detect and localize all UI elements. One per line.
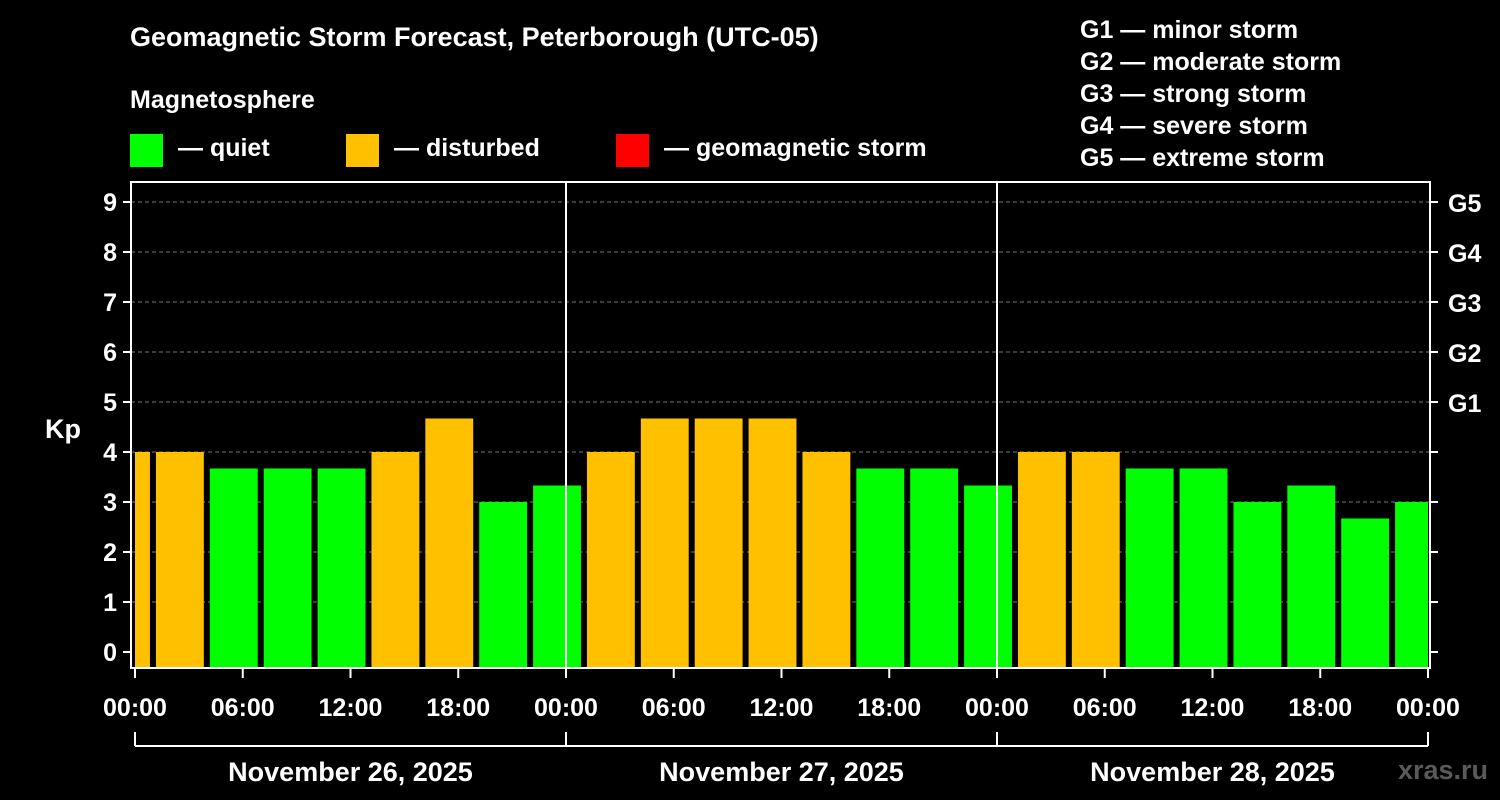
kp-bar-2 (209, 468, 258, 668)
y-tick-label-8: 8 (103, 239, 117, 267)
x-tick-label-0: 00:00 (103, 694, 167, 722)
date-label-1: November 27, 2025 (659, 757, 904, 787)
x-tick-label-10: 12:00 (1181, 694, 1245, 722)
kp-bar-4 (317, 468, 366, 668)
legend-label-quiet: — quiet (178, 134, 270, 162)
kp-bar-8 (533, 485, 581, 668)
legend-label-storm: — geomagnetic storm (664, 134, 927, 162)
legend-swatch-quiet (130, 134, 163, 167)
kp-bar-1 (155, 452, 204, 668)
y-tick-label-4: 4 (103, 439, 117, 467)
storm-scale-g2: G2 — moderate storm (1080, 48, 1342, 76)
x-tick-label-4: 00:00 (534, 694, 598, 722)
legend-swatch-disturbed (346, 134, 379, 167)
kp-bar-16 (964, 485, 1012, 668)
y-tick-label-3: 3 (103, 489, 117, 517)
kp-bar-10 (640, 418, 689, 668)
kp-bar-22 (1287, 485, 1336, 668)
x-tick-label-1: 06:00 (211, 694, 275, 722)
storm-scale-g5: G5 — extreme storm (1080, 144, 1325, 172)
x-tick-label-7: 18:00 (857, 694, 921, 722)
kp-bar-12 (748, 418, 797, 668)
y-tick-label-5: 5 (103, 389, 117, 417)
legend-label-disturbed: — disturbed (394, 134, 540, 162)
axis-layer: 0 1 2 3 4 5 6 7 8 9 G1 G2 G3 G4 G5 00:00 06:00 12:00 18:00… (103, 181, 1481, 787)
y-tick-label-7: 7 (103, 289, 117, 317)
g-label-g5: G5 (1448, 190, 1481, 218)
x-tick-label-9: 06:00 (1073, 694, 1137, 722)
kp-bar-21 (1233, 502, 1282, 668)
g-label-g4: G4 (1448, 240, 1481, 268)
kp-bar-20 (1179, 468, 1228, 668)
g-label-g3: G3 (1448, 290, 1481, 318)
storm-scale-list: G1 — minor storm G2 — moderate storm G3 … (1080, 14, 1341, 174)
x-tick-label-12: 00:00 (1396, 694, 1460, 722)
storm-scale-g3: G3 — strong storm (1080, 80, 1307, 108)
x-tick-label-6: 12:00 (750, 694, 814, 722)
y-tick-label-1: 1 (103, 589, 117, 617)
kp-bar-24 (1395, 502, 1428, 668)
y-tick-label-6: 6 (103, 339, 117, 367)
kp-bar-17 (1017, 452, 1066, 668)
kp-bar-6 (425, 418, 474, 668)
kp-bar-9 (586, 452, 635, 668)
kp-bar-0 (135, 452, 150, 668)
kp-bar-11 (694, 418, 743, 668)
kp-bar-19 (1125, 468, 1174, 668)
storm-scale-g4: G4 — severe storm (1080, 112, 1308, 140)
bars-layer (135, 418, 1428, 668)
kp-bar-13 (802, 452, 851, 668)
x-tick-label-11: 18:00 (1288, 694, 1352, 722)
x-tick-label-3: 18:00 (426, 694, 490, 722)
g-label-g1: G1 (1448, 390, 1481, 418)
date-label-0: November 26, 2025 (228, 757, 473, 787)
kp-bar-18 (1071, 452, 1120, 668)
y-tick-label-0: 0 (103, 639, 117, 667)
x-tick-label-2: 12:00 (319, 694, 383, 722)
legend-swatch-storm (616, 134, 649, 167)
kp-bar-23 (1341, 518, 1390, 668)
date-label-2: November 28, 2025 (1090, 757, 1335, 787)
chart-title: Geomagnetic Storm Forecast, Peterborough… (130, 22, 819, 52)
y-tick-label-9: 9 (103, 189, 117, 217)
legend-heading: Magnetosphere (130, 86, 315, 114)
kp-bar-3 (263, 468, 312, 668)
x-tick-label-5: 06:00 (642, 694, 706, 722)
g-label-g2: G2 (1448, 340, 1481, 368)
kp-bar-5 (371, 452, 420, 668)
watermark: xras.ru (1397, 755, 1488, 785)
kp-bar-15 (910, 468, 959, 668)
kp-bar-7 (479, 502, 528, 668)
kp-bar-14 (856, 468, 905, 668)
storm-scale-g1: G1 — minor storm (1080, 16, 1299, 44)
x-tick-label-8: 00:00 (965, 694, 1029, 722)
y-axis-label: Kp (45, 414, 81, 444)
y-tick-label-2: 2 (103, 539, 117, 567)
